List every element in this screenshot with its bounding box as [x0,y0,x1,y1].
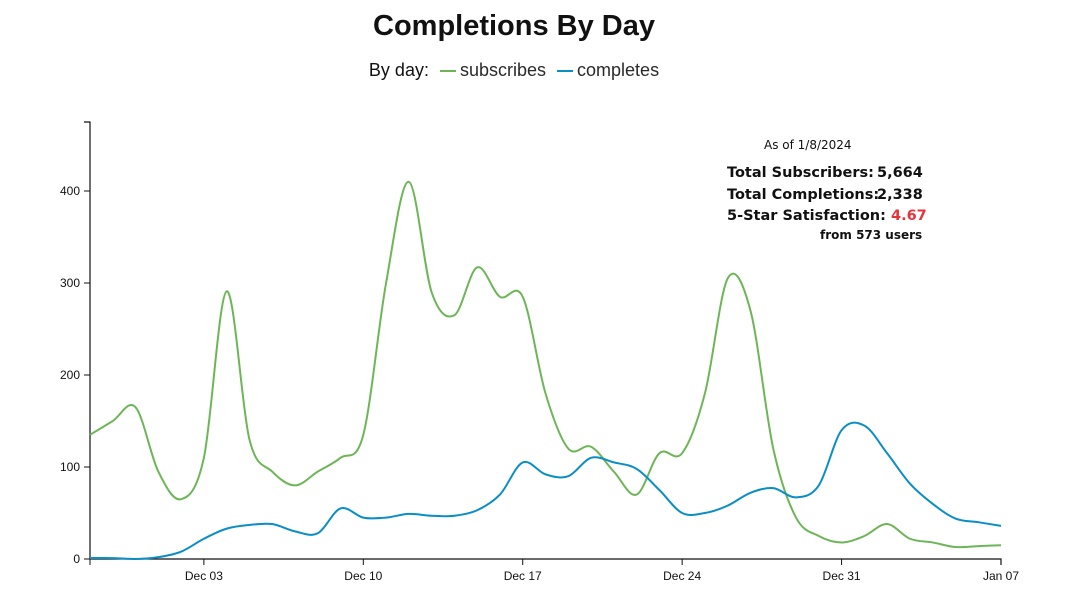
satisfaction-value: 4.67 [891,208,927,224]
total-subscribers-value: 5,664 [877,165,923,181]
x-tick-label: Dec 10 [344,569,382,583]
y-tick-label: 200 [60,368,80,382]
y-tick: 200 [60,368,90,382]
x-tick: Dec 10 [344,559,383,583]
y-tick: 0 [73,552,90,566]
y-tick: 300 [60,276,90,290]
y-tick-label: 100 [60,460,80,474]
satisfaction-label: 5-Star Satisfaction: [727,208,886,224]
y-tick-label: 300 [60,276,80,290]
x-tick: Dec 03 [185,559,223,583]
satisfaction-user-count: from 573 users [820,228,923,242]
x-tick: Jan 07 [983,559,1019,583]
x-tick-label: Dec 24 [663,569,701,583]
x-tick: Dec 17 [504,559,542,583]
y-tick-label: 400 [60,184,80,198]
legend-label-completes: completes [577,60,660,80]
y-tick-label: 0 [73,552,80,566]
legend: By day: subscribes completes [0,60,1028,81]
legend-swatch-completes [557,70,574,73]
legend-swatch-subscribes [439,70,456,73]
y-tick: 400 [60,184,90,198]
x-tick-label: Dec 03 [185,569,223,583]
legend-prefix: By day: [368,60,429,80]
y-tick: 100 [60,460,90,474]
total-subscribers-label: Total Subscribers: [727,165,874,181]
series-line-completes [89,421,1002,561]
x-tick-label: Dec 17 [504,569,542,583]
series-line-subscribes [89,180,1002,549]
x-tick: Dec 31 [823,559,861,583]
as-of-date: As of 1/8/2024 [764,138,852,152]
total-completions-label: Total Completions: [727,187,880,203]
total-completions-value: 2,338 [877,187,923,203]
legend-label-subscribes: subscribes [459,60,547,80]
chart-title: Completions By Day [373,10,655,42]
x-tick-label: Jan 07 [983,569,1019,583]
x-tick: Dec 24 [663,559,701,583]
x-tick-label: Dec 31 [823,569,861,583]
